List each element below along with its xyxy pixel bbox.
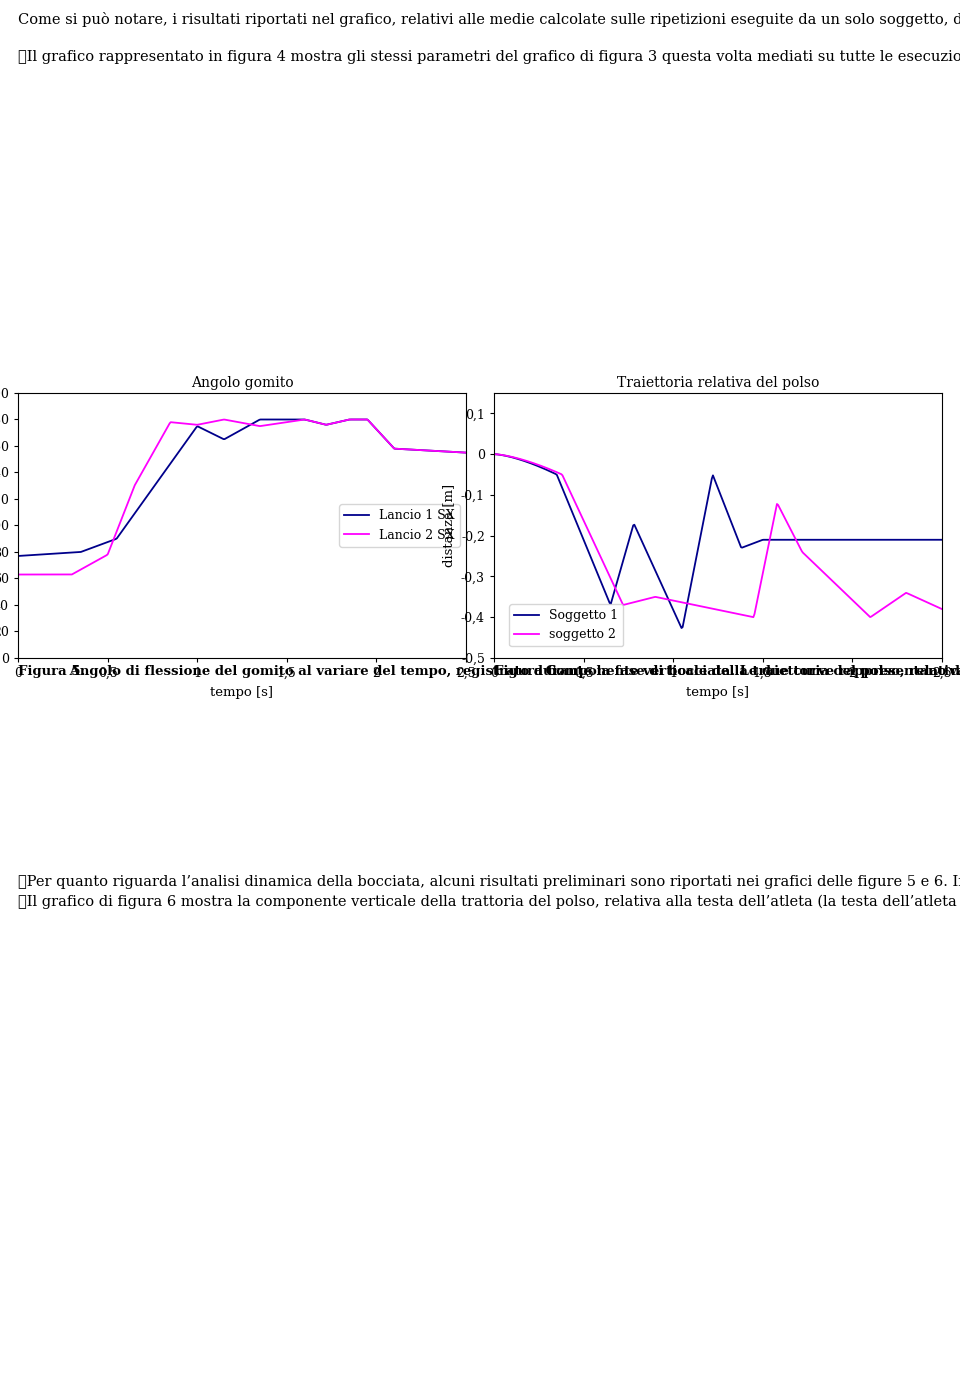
X-axis label: tempo [s]: tempo [s]: [210, 685, 274, 698]
Text: Figura 6.: Figura 6.: [494, 665, 562, 677]
Title: Angolo gomito: Angolo gomito: [191, 376, 294, 391]
Text: Componente verticale della traiettoria del polso, relativa alla testa dell’atlet: Componente verticale della traiettoria d…: [541, 665, 960, 677]
Text: Come si può notare, i risultati riportati nel grafico, relativi alle medie calco: Come si può notare, i risultati riportat…: [18, 11, 960, 65]
Y-axis label: distanza [m]: distanza [m]: [443, 484, 455, 567]
Title: Traiettoria relativa del polso: Traiettoria relativa del polso: [617, 376, 819, 391]
X-axis label: tempo [s]: tempo [s]: [686, 685, 750, 698]
Text: Angolo di flessione del gomito al variare del tempo, registrato durante la fase : Angolo di flessione del gomito al variar…: [65, 665, 960, 677]
Legend: Lancio 1 SX, Lancio 2 SX: Lancio 1 SX, Lancio 2 SX: [339, 504, 460, 547]
Legend: Soggetto 1, soggetto 2: Soggetto 1, soggetto 2: [509, 604, 623, 647]
Text: Per quanto riguarda l’analisi dinamica della bocciata, alcuni risultati prelimin: Per quanto riguarda l’analisi dinamica d…: [18, 872, 960, 909]
Text: Figura 5.: Figura 5.: [18, 665, 85, 677]
